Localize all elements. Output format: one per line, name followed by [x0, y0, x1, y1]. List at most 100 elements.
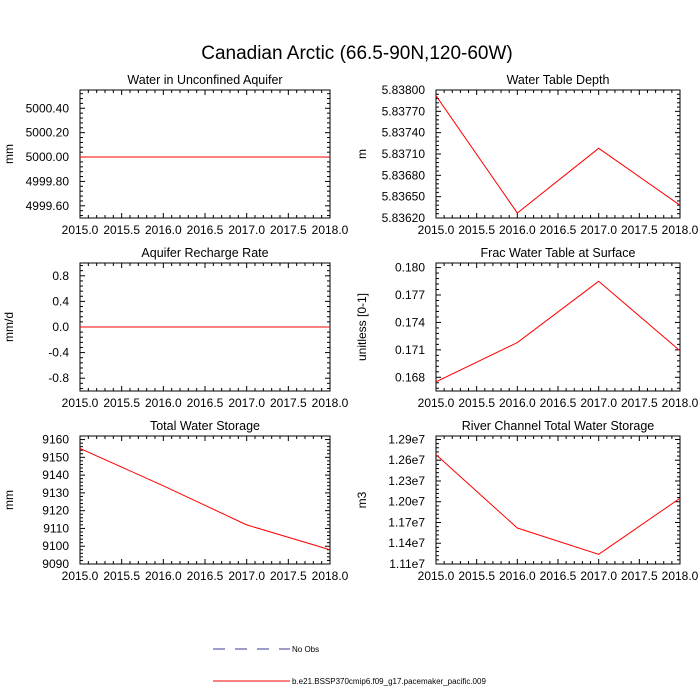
chart-panel: Total Water Storage 2015.0 2015.5 2016.0 201… — [2, 419, 349, 583]
plot-frame — [435, 262, 681, 392]
x-tick-label: 2018.0 — [662, 396, 699, 410]
y-tick-label: 5000.00 — [26, 150, 70, 164]
panel-title: Aquifer Recharge Rate — [141, 246, 268, 260]
series-line — [435, 95, 681, 214]
y-tick-label: -0.4 — [48, 346, 69, 360]
x-tick-label: 2016.0 — [499, 396, 536, 410]
plot-frame — [435, 89, 681, 219]
y-tick-label: 5.83650 — [382, 190, 426, 204]
legend: No Obs b.e21.BSSP370cmip6.f09_g17.pacemak… — [213, 645, 486, 686]
legend-label: b.e21.BSSP370cmip6.f09_g17.pacemaker_pac… — [292, 677, 486, 686]
x-tick-label: 2016.0 — [499, 223, 536, 237]
y-tick-label: 9100 — [42, 539, 69, 553]
y-tick-label: 9120 — [42, 504, 69, 518]
x-tick-label: 2015.5 — [103, 396, 140, 410]
x-tick-label: 2016.5 — [540, 223, 577, 237]
y-tick-label: 1.29e7 — [388, 432, 425, 446]
y-tick-label: 9130 — [42, 486, 69, 500]
x-tick-label: 2016.5 — [187, 223, 224, 237]
x-tick-label: 2016.5 — [540, 569, 577, 583]
x-tick-label: 2016.0 — [499, 569, 536, 583]
y-tick-label: 9110 — [43, 521, 69, 535]
x-tick-label: 2015.5 — [458, 223, 495, 237]
x-tick-label: 2018.0 — [312, 396, 349, 410]
y-tick-label: 4999.60 — [26, 199, 70, 213]
y-tick-label: 0.4 — [52, 294, 69, 308]
plot-frame — [435, 435, 681, 565]
y-tick-label: 1.17e7 — [388, 515, 425, 529]
panel-title: Total Water Storage — [150, 419, 260, 433]
y-tick-label: 0.180 — [395, 261, 425, 275]
panel-title: Water Table Depth — [507, 73, 610, 87]
y-tick-label: 0.168 — [395, 370, 425, 384]
series-line — [79, 447, 331, 551]
y-tick-label: 1.20e7 — [388, 495, 425, 509]
x-tick-label: 2017.0 — [580, 223, 617, 237]
x-tick-label: 2015.5 — [458, 569, 495, 583]
y-tick-label: 5.83770 — [382, 104, 426, 118]
x-tick-label: 2015.0 — [418, 396, 455, 410]
x-tick-label: 2015.5 — [458, 396, 495, 410]
panel-title: River Channel Total Water Storage — [462, 419, 655, 433]
x-tick-label: 2017.0 — [228, 396, 265, 410]
plot-frame — [79, 89, 331, 219]
x-tick-label: 2017.5 — [270, 223, 307, 237]
x-tick-label: 2018.0 — [312, 223, 349, 237]
x-tick-label: 2017.5 — [621, 569, 658, 583]
y-tick-label: 5000.20 — [26, 126, 70, 140]
x-tick-label: 2016.0 — [145, 569, 182, 583]
y-axis-label: unitless [0-1] — [355, 293, 369, 361]
chart-panel: Water Table Depth 2015.0 2015.5 2016.0 2016.… — [355, 73, 699, 237]
x-tick-label: 2017.0 — [228, 569, 265, 583]
x-tick-label: 2018.0 — [662, 223, 699, 237]
x-tick-label: 2016.0 — [145, 396, 182, 410]
y-tick-label: 9150 — [42, 450, 69, 464]
y-tick-label: 9090 — [42, 557, 69, 571]
legend-label: No Obs — [292, 645, 319, 654]
panel-title: Water in Unconfined Aquifer — [127, 73, 282, 87]
y-tick-label: 9140 — [42, 468, 69, 482]
x-tick-label: 2015.0 — [62, 223, 99, 237]
x-tick-label: 2016.5 — [540, 396, 577, 410]
chart-panel: Aquifer Recharge Rate 2015.0 2015.5 2016.0 2… — [2, 246, 349, 410]
x-tick-label: 2016.0 — [145, 223, 182, 237]
x-tick-label: 2015.0 — [62, 396, 99, 410]
x-tick-label: 2017.5 — [621, 396, 658, 410]
y-tick-label: 5000.40 — [26, 101, 70, 115]
chart-panel: Water in Unconfined Aquifer 2015.0 2015.5 2… — [2, 73, 349, 237]
y-tick-label: 0.171 — [395, 343, 425, 357]
chart-panel: Frac Water Table at Surface 2015.0 2015.5 2… — [355, 246, 699, 410]
y-tick-label: 5.83680 — [382, 168, 426, 182]
series-line — [435, 280, 681, 383]
x-tick-label: 2015.5 — [103, 223, 140, 237]
y-axis-label: m3 — [355, 491, 369, 508]
x-tick-label: 2016.5 — [187, 569, 224, 583]
x-tick-label: 2015.0 — [418, 223, 455, 237]
x-tick-label: 2015.0 — [62, 569, 99, 583]
x-tick-label: 2017.0 — [228, 223, 265, 237]
x-tick-label: 2017.5 — [621, 223, 658, 237]
y-tick-label: 1.26e7 — [388, 453, 425, 467]
x-tick-label: 2017.5 — [270, 396, 307, 410]
x-tick-label: 2017.0 — [580, 396, 617, 410]
plot-frame — [79, 435, 331, 565]
y-tick-label: 5.83740 — [382, 126, 426, 140]
y-tick-label: 4999.80 — [26, 174, 70, 188]
y-axis-label: m — [355, 149, 369, 159]
x-tick-label: 2018.0 — [312, 569, 349, 583]
y-tick-label: 0.177 — [395, 288, 425, 302]
x-tick-label: 2015.5 — [103, 569, 140, 583]
x-tick-label: 2016.5 — [187, 396, 224, 410]
y-tick-label: 0.0 — [52, 320, 69, 334]
series-line — [435, 454, 681, 555]
x-tick-label: 2017.5 — [270, 569, 307, 583]
y-axis-label: mm/d — [2, 312, 16, 342]
y-tick-label: 1.23e7 — [388, 474, 425, 488]
y-tick-label: 5.83800 — [382, 83, 426, 97]
x-tick-label: 2015.0 — [418, 569, 455, 583]
y-tick-label: 0.174 — [395, 315, 425, 329]
y-tick-label: 1.11e7 — [389, 557, 425, 571]
x-tick-label: 2018.0 — [662, 569, 699, 583]
